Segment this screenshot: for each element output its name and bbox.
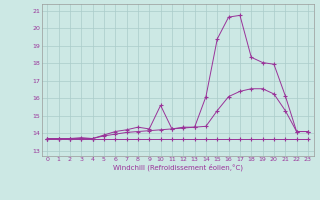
X-axis label: Windchill (Refroidissement éolien,°C): Windchill (Refroidissement éolien,°C) xyxy=(113,164,243,171)
